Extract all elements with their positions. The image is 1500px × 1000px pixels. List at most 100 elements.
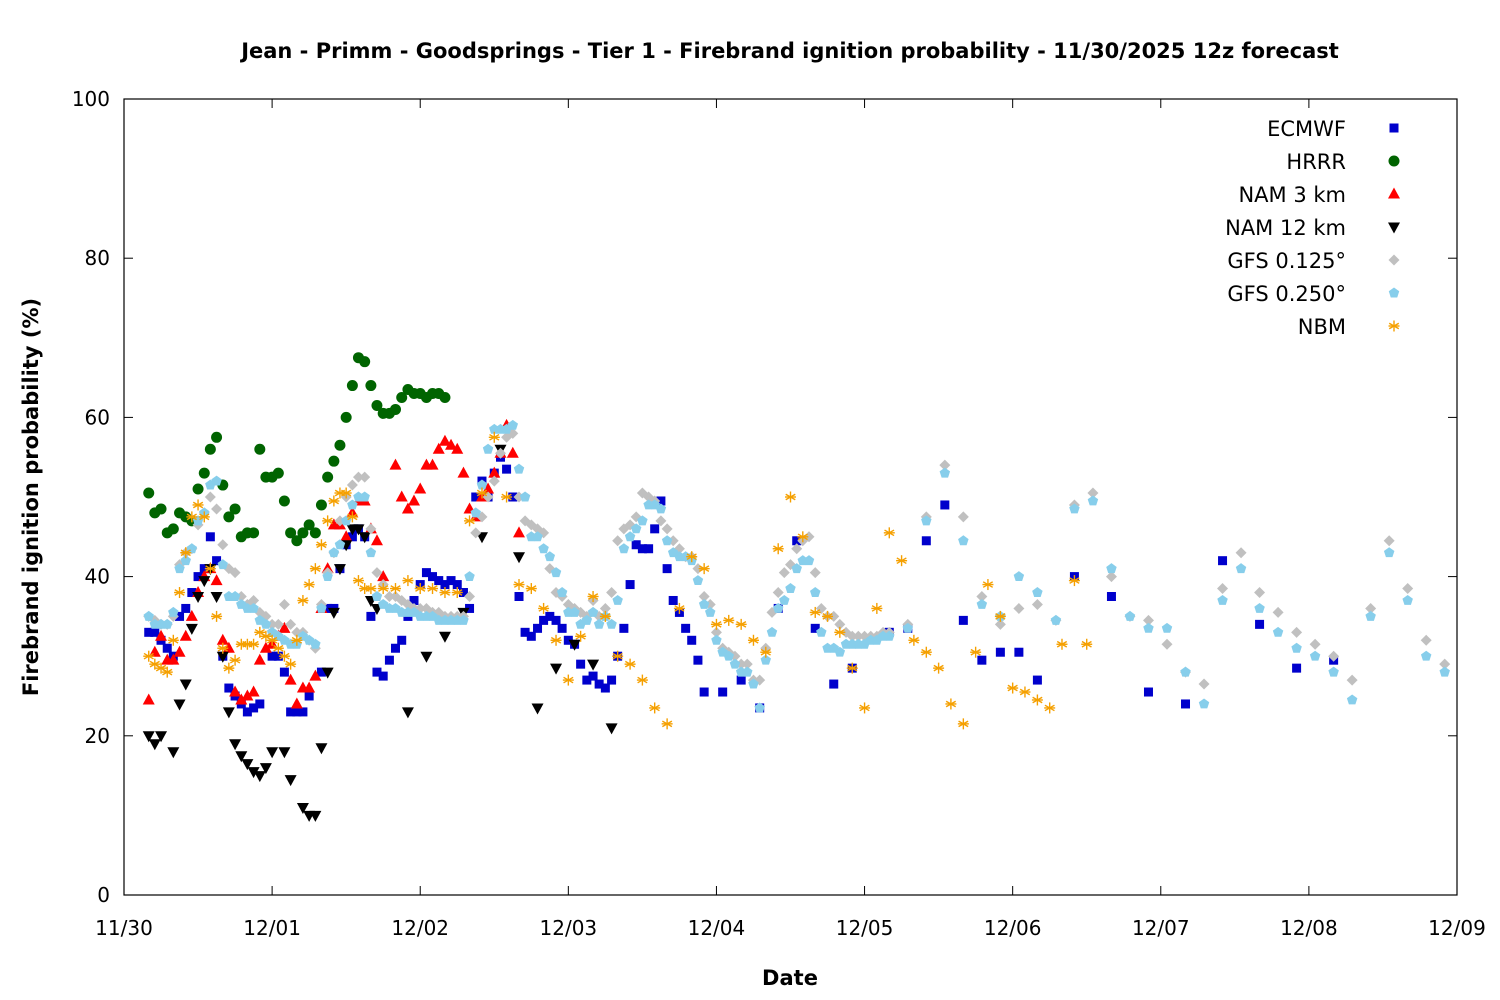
data-point bbox=[710, 626, 722, 638]
data-point bbox=[273, 651, 283, 661]
data-point bbox=[655, 503, 667, 514]
data-point bbox=[533, 623, 543, 633]
y-axis-label: Firebrand ignition probability (%) bbox=[19, 298, 43, 696]
data-point bbox=[285, 618, 297, 630]
data-point bbox=[211, 610, 223, 622]
data-point bbox=[718, 687, 728, 697]
data-point bbox=[389, 583, 401, 595]
data-point bbox=[1069, 503, 1080, 514]
data-point bbox=[371, 399, 383, 411]
data-point bbox=[723, 650, 734, 661]
data-point bbox=[1032, 587, 1043, 597]
data-point bbox=[204, 563, 216, 575]
data-point bbox=[687, 635, 697, 645]
data-point bbox=[470, 527, 482, 539]
data-point bbox=[229, 591, 241, 601]
data-point bbox=[1031, 598, 1043, 610]
data-point bbox=[451, 587, 463, 599]
data-point bbox=[383, 591, 395, 602]
data-point bbox=[278, 621, 291, 633]
data-point bbox=[1383, 535, 1395, 547]
data-point bbox=[1235, 547, 1247, 559]
data-point bbox=[791, 543, 803, 555]
data-point bbox=[976, 598, 988, 609]
data-point bbox=[249, 703, 259, 713]
data-point bbox=[173, 699, 186, 711]
data-point bbox=[538, 602, 550, 614]
data-point bbox=[150, 627, 160, 637]
data-point bbox=[187, 588, 197, 598]
data-point bbox=[328, 455, 340, 467]
data-point bbox=[409, 595, 419, 605]
data-point bbox=[1402, 583, 1414, 595]
data-point bbox=[766, 626, 778, 637]
data-point bbox=[439, 392, 451, 403]
data-point bbox=[636, 674, 648, 686]
data-point bbox=[315, 539, 327, 551]
data-point bbox=[852, 630, 864, 642]
data-point bbox=[286, 707, 296, 717]
data-point bbox=[458, 588, 468, 598]
data-point bbox=[692, 575, 704, 586]
data-point bbox=[587, 606, 599, 617]
data-point bbox=[259, 763, 272, 775]
data-point bbox=[550, 663, 563, 675]
data-point bbox=[1292, 663, 1302, 673]
data-point bbox=[315, 743, 328, 755]
data-point bbox=[902, 622, 914, 633]
data-point bbox=[576, 659, 586, 669]
data-point bbox=[316, 667, 326, 677]
data-point bbox=[846, 630, 858, 642]
data-point bbox=[328, 547, 340, 558]
data-point bbox=[168, 606, 179, 617]
data-point bbox=[1365, 610, 1376, 621]
data-point bbox=[575, 630, 587, 642]
data-point bbox=[908, 634, 920, 646]
data-point bbox=[1081, 638, 1093, 650]
data-point bbox=[939, 467, 951, 478]
data-point bbox=[822, 610, 834, 622]
data-point bbox=[618, 543, 630, 554]
data-point bbox=[309, 810, 322, 822]
data-point bbox=[440, 580, 450, 590]
data-point bbox=[303, 681, 316, 693]
data-point bbox=[180, 547, 192, 559]
data-point bbox=[729, 658, 741, 669]
data-point bbox=[465, 603, 475, 613]
data-point bbox=[1420, 634, 1432, 646]
data-point bbox=[291, 535, 303, 547]
data-point bbox=[514, 592, 524, 601]
data-point bbox=[1217, 594, 1228, 605]
data-point bbox=[957, 718, 969, 730]
y-tick-label: 20 bbox=[85, 724, 110, 748]
data-point bbox=[557, 623, 567, 633]
data-point bbox=[921, 536, 931, 546]
data-point bbox=[816, 626, 827, 637]
data-point bbox=[940, 500, 950, 510]
data-point bbox=[1056, 638, 1068, 650]
data-point bbox=[155, 629, 168, 641]
data-point bbox=[414, 482, 427, 494]
data-point bbox=[1106, 563, 1117, 574]
data-point bbox=[370, 534, 383, 546]
data-point bbox=[253, 653, 266, 665]
data-point bbox=[525, 583, 537, 595]
data-point bbox=[365, 547, 377, 558]
data-point bbox=[389, 458, 402, 470]
data-point bbox=[607, 675, 617, 685]
data-point bbox=[958, 615, 968, 625]
y-tick-label: 0 bbox=[97, 883, 110, 907]
legend-marker bbox=[1388, 155, 1400, 167]
data-point bbox=[211, 503, 223, 515]
x-tick-label: 12/09 bbox=[1428, 916, 1486, 940]
legend-marker bbox=[1389, 123, 1399, 133]
x-tick-label: 12/03 bbox=[540, 916, 598, 940]
data-point bbox=[359, 356, 371, 368]
data-point bbox=[1198, 698, 1210, 709]
data-point bbox=[644, 544, 654, 554]
data-point bbox=[662, 564, 672, 574]
data-point bbox=[741, 658, 753, 670]
data-point bbox=[809, 606, 821, 618]
y-tick-label: 100 bbox=[72, 87, 110, 111]
data-point bbox=[1309, 638, 1321, 650]
